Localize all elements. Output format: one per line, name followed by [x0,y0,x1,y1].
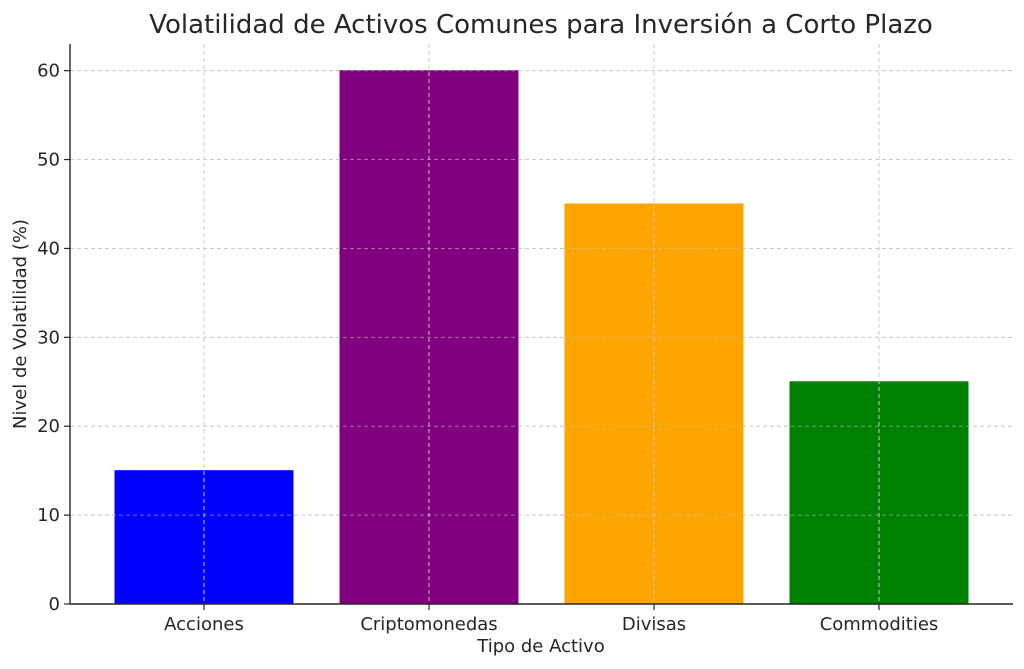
x-tick-label: Acciones [164,614,244,635]
x-ticks: Acciones Criptomonedas Divisas Commodities [164,604,938,635]
x-tick-label: Criptomonedas [360,614,497,635]
y-tick-label: 20 [37,416,60,437]
x-tick-label: Divisas [622,614,686,635]
bars [70,44,1013,605]
axes [69,44,1013,605]
y-tick-label: 50 [37,150,60,171]
x-tick-label: Commodities [820,614,939,635]
x-axis-label: Tipo de Activo [476,636,604,657]
y-tick-label: 60 [37,61,60,82]
y-ticks: 0 10 20 30 40 50 60 [37,61,70,615]
chart-title: Volatilidad de Activos Comunes para Inve… [149,10,933,40]
y-axis-label: Nivel de Volatilidad (%) [10,219,31,429]
y-tick-label: 10 [37,505,60,526]
y-tick-label: 0 [49,594,60,615]
y-tick-label: 30 [37,327,60,348]
y-tick-label: 40 [37,238,60,259]
